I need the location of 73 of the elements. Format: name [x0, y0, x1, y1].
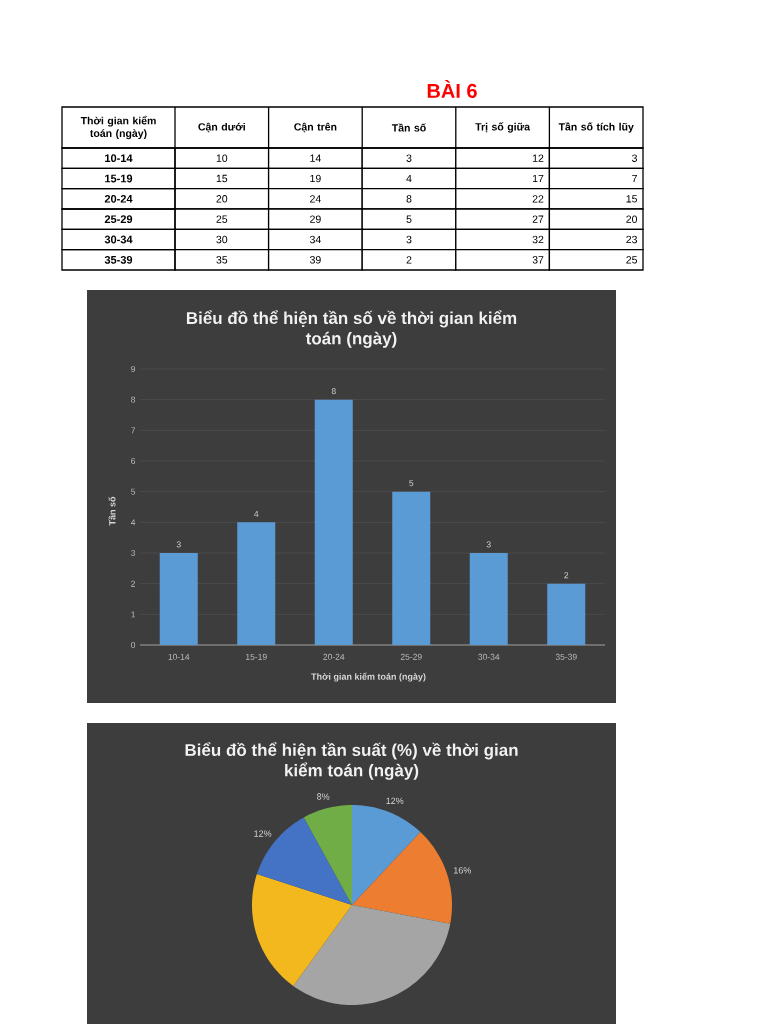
data-label: 4	[406, 174, 412, 183]
x-tick-label: Cận dưới	[198, 122, 245, 133]
chart-title: Biểu đồ thể hiện tần suất (%) về thời gian kiểm toán (ngày)	[185, 742, 518, 780]
x-tick-label: 25-29	[400, 653, 422, 660]
data-label: 17	[532, 174, 544, 183]
data-label: 14	[310, 154, 321, 162]
data-label: 2	[564, 572, 569, 579]
x-axis-title: Thời gian kiểm toán (ngày)	[311, 672, 426, 682]
data-label: 35	[216, 256, 228, 264]
data-label: 12%	[386, 797, 404, 805]
data-label: 39	[309, 256, 321, 264]
data-label: 30	[216, 235, 228, 244]
data-label: 8	[406, 195, 412, 203]
chart-title: BÀI 6	[427, 80, 477, 98]
data-label: 8	[331, 388, 336, 395]
data-label: 3	[406, 235, 412, 244]
data-label: 3	[406, 154, 412, 162]
data-label: 23	[626, 235, 637, 244]
data-label: 3	[632, 154, 638, 162]
data-label: 20	[216, 195, 228, 203]
data-label: 15	[216, 174, 228, 183]
y-tick-label: 20-24	[104, 194, 133, 203]
y-tick-label: 10-14	[105, 154, 133, 163]
y-axis-title: Thời gian kiểm toán (ngày)	[80, 115, 156, 140]
x-tick-label: 35-39	[555, 653, 577, 660]
data-label: 25	[626, 256, 638, 264]
data-label: 5	[406, 215, 412, 223]
data-label: 10	[216, 154, 228, 162]
data-label: 3	[486, 541, 491, 548]
data-label: 12	[532, 154, 544, 162]
y-tick-label: 15-19	[105, 174, 133, 183]
x-tick-label: Tần số	[391, 123, 426, 132]
y-tick-label: 30-34	[104, 235, 133, 244]
data-label: 4	[254, 510, 259, 517]
data-label: 15	[626, 195, 638, 203]
y-tick-label: 1	[131, 611, 136, 618]
y-tick-label: 9	[131, 366, 136, 373]
x-tick-label: 15-19	[246, 653, 267, 660]
y-tick-label: 2	[131, 580, 136, 587]
y-axis-title: Tần số	[108, 496, 116, 526]
data-label: 32	[532, 235, 544, 244]
x-tick-label: Trị số giữa	[475, 122, 531, 133]
data-label: 20	[626, 215, 638, 223]
data-label: 12%	[254, 830, 272, 837]
y-tick-label: 0	[131, 642, 136, 649]
y-tick-label: 25-29	[104, 215, 133, 224]
x-tick-label: Tần số tích lũy	[558, 122, 634, 133]
x-tick-label: Cận trên	[294, 122, 337, 133]
y-tick-label: 7	[131, 427, 136, 434]
data-label: 7	[632, 174, 637, 183]
data-label: 25	[216, 215, 228, 223]
data-label: 5	[409, 480, 414, 487]
data-label: 8%	[317, 793, 330, 800]
data-label: 34	[309, 235, 321, 244]
data-label: 29	[310, 215, 321, 223]
y-tick-label: 3	[131, 550, 136, 557]
x-tick-label: 30-34	[478, 653, 500, 660]
x-tick-label: 10-14	[168, 653, 190, 660]
data-label: 3	[176, 541, 181, 548]
chart-title: Biểu đồ thể hiện tần số về thời gian kiểm toán (ngày)	[186, 310, 517, 348]
data-label: 37	[532, 256, 544, 264]
data-label: 16%	[454, 867, 472, 874]
y-tick-label: 6	[131, 458, 136, 465]
data-label: 24	[310, 195, 321, 203]
y-tick-label: 8	[131, 396, 136, 403]
data-label: 27	[532, 215, 544, 223]
x-tick-label: 20-24	[323, 653, 345, 660]
data-label: 19	[310, 174, 321, 183]
data-label: 2	[406, 256, 412, 264]
y-tick-label: 5	[131, 488, 136, 495]
y-tick-label: 35-39	[104, 255, 133, 264]
y-tick-label: 4	[130, 519, 136, 526]
data-label: 22	[532, 195, 544, 203]
